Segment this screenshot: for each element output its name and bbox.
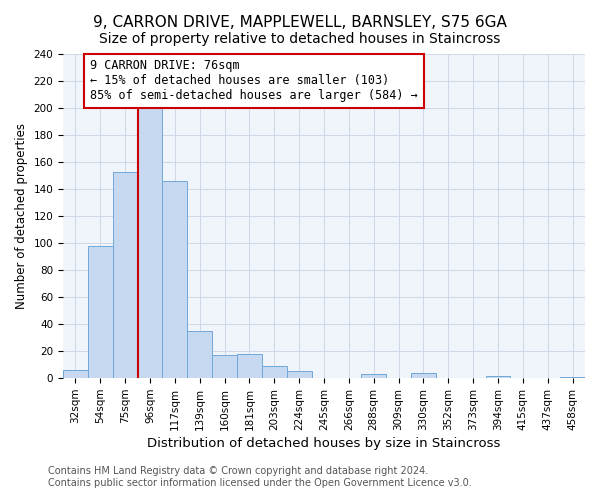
Bar — [63, 370, 88, 378]
Bar — [361, 374, 386, 378]
Text: Size of property relative to detached houses in Staincross: Size of property relative to detached ho… — [100, 32, 500, 46]
Bar — [485, 376, 511, 378]
Bar — [237, 354, 262, 378]
X-axis label: Distribution of detached houses by size in Staincross: Distribution of detached houses by size … — [148, 437, 501, 450]
Bar — [163, 181, 187, 378]
Bar — [287, 372, 311, 378]
Text: 9 CARRON DRIVE: 76sqm
← 15% of detached houses are smaller (103)
85% of semi-det: 9 CARRON DRIVE: 76sqm ← 15% of detached … — [91, 60, 418, 102]
Bar — [411, 373, 436, 378]
Bar — [113, 172, 137, 378]
Text: 9, CARRON DRIVE, MAPPLEWELL, BARNSLEY, S75 6GA: 9, CARRON DRIVE, MAPPLEWELL, BARNSLEY, S… — [93, 15, 507, 30]
Y-axis label: Number of detached properties: Number of detached properties — [15, 123, 28, 309]
Text: Contains HM Land Registry data © Crown copyright and database right 2024.
Contai: Contains HM Land Registry data © Crown c… — [48, 466, 472, 487]
Bar — [187, 331, 212, 378]
Bar — [88, 246, 113, 378]
Bar — [560, 377, 585, 378]
Bar — [137, 108, 163, 378]
Bar — [262, 366, 287, 378]
Bar — [212, 355, 237, 378]
